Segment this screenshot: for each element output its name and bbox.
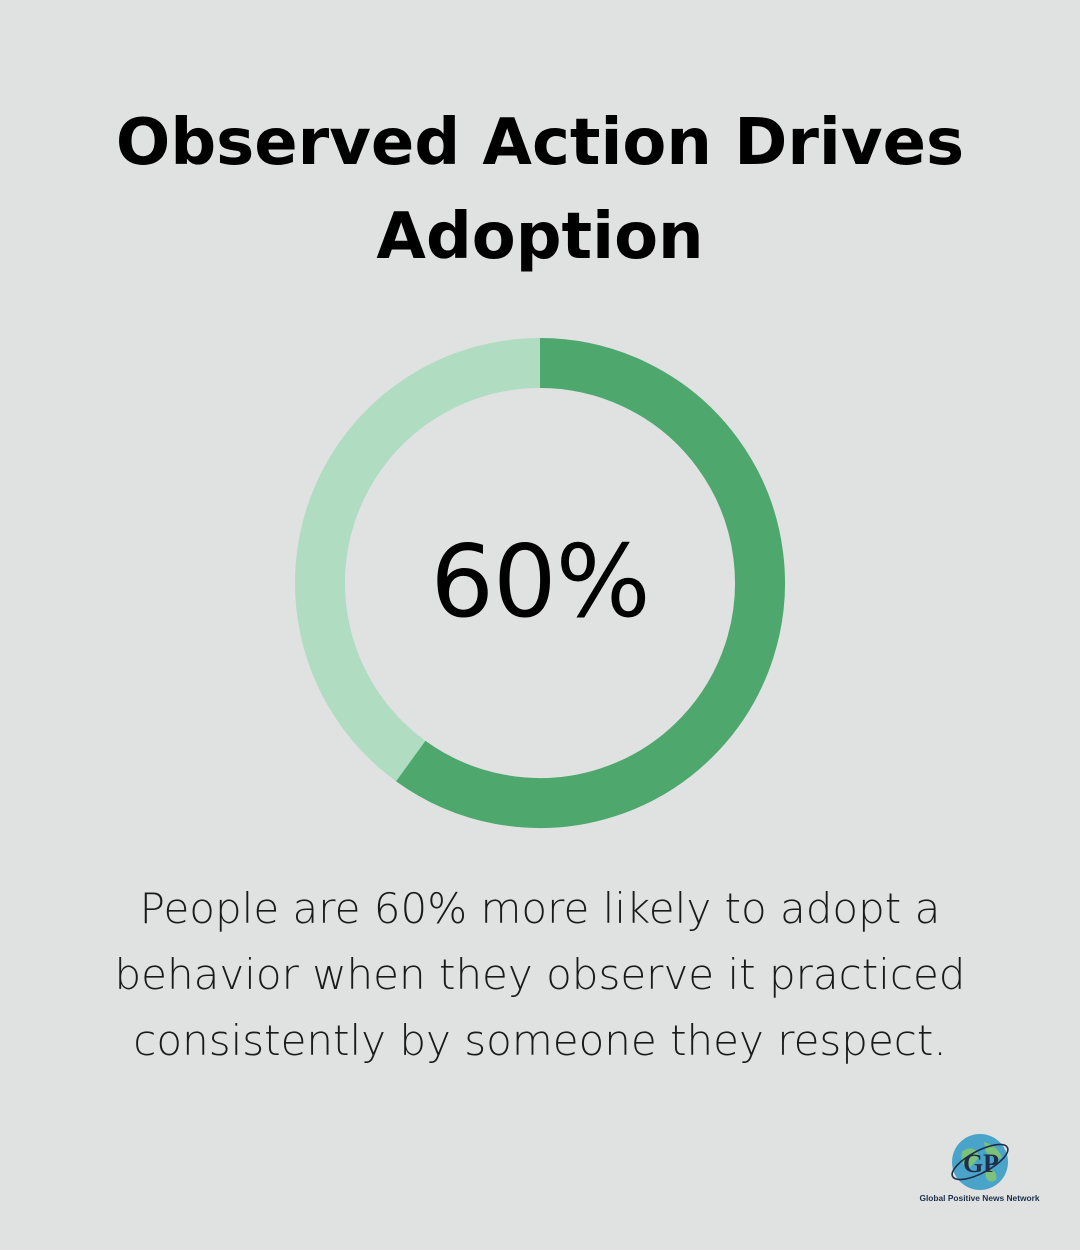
brand-logo: G P Global Positive News Network: [912, 1130, 1047, 1210]
donut-chart: 60%: [290, 333, 790, 833]
caption-line-1: People are 60% more likely to adopt a: [139, 884, 941, 933]
logo-monogram-left: G: [963, 1149, 983, 1178]
donut-slice-1: [396, 338, 785, 828]
logo-name: Global Positive News Network: [919, 1193, 1040, 1203]
donut-center-value: 60%: [430, 522, 650, 640]
caption-line-2: behavior when they observe it practiced: [114, 950, 966, 999]
caption: People are 60% more likely to adopt a be…: [90, 876, 990, 1074]
donut-slice-2: [295, 338, 541, 782]
globe-icon: G P: [951, 1134, 1009, 1190]
caption-line-3: consistently by someone they respect.: [133, 1016, 947, 1065]
page-title: Observed Action Drives Adoption: [60, 96, 1020, 284]
title-line-2: Adoption: [376, 200, 704, 274]
donut-chart-svg: [295, 338, 785, 828]
logo-monogram-right: P: [983, 1149, 999, 1178]
title-line-1: Observed Action Drives: [115, 106, 965, 180]
